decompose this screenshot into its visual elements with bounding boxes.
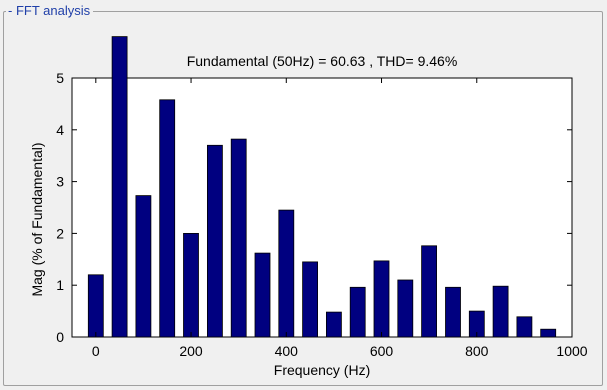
- y-tick-label: 5: [56, 70, 64, 86]
- x-tick-label: 0: [92, 343, 100, 359]
- bar-750hz: [445, 286, 461, 338]
- panel-title-text: FFT analysis: [15, 3, 91, 18]
- x-tick-label: 200: [179, 343, 203, 359]
- ticks-group: 0 200 400 600 800 1000 0 1 2 3 4 5: [56, 70, 588, 359]
- bar-500hz: [325, 311, 342, 338]
- y-tick-label: 3: [56, 174, 64, 190]
- bar-550hz: [349, 286, 366, 338]
- bar-300hz: [230, 138, 247, 338]
- bars-group: [87, 36, 557, 338]
- chart-title: Fundamental (50Hz) = 60.63 , THD= 9.46%: [187, 53, 458, 69]
- y-axis-label: Mag (% of Fundamental): [29, 142, 45, 296]
- bar-50hz: [111, 36, 128, 338]
- y-tick-label: 0: [56, 329, 64, 345]
- bar-400hz: [278, 209, 295, 338]
- x-tick-label: 400: [275, 343, 299, 359]
- fft-analysis-panel: [3, 11, 603, 386]
- x-axis-label: Frequency (Hz): [274, 362, 370, 378]
- bar-150hz: [159, 99, 176, 338]
- bar-900hz: [516, 316, 533, 338]
- bar-0hz: [87, 274, 104, 338]
- bar-950hz: [540, 328, 557, 338]
- x-tick-label: 800: [465, 343, 489, 359]
- bar-250hz: [206, 144, 223, 338]
- y-tick-label: 4: [56, 122, 64, 138]
- bar-650hz: [397, 279, 414, 338]
- bar-200hz: [183, 232, 199, 338]
- x-tick-label: 1000: [556, 343, 587, 359]
- x-tick-label: 600: [370, 343, 394, 359]
- plot-area: [71, 77, 573, 338]
- bar-850hz: [492, 285, 509, 338]
- bar-350hz: [254, 252, 271, 338]
- y-tick-label: 2: [56, 225, 64, 241]
- bar-700hz: [421, 245, 438, 338]
- bar-450hz: [302, 261, 319, 338]
- panel-title: - FFT analysis: [6, 3, 94, 18]
- bar-100hz: [135, 195, 152, 338]
- y-tick-label: 1: [56, 277, 64, 293]
- bar-600hz: [373, 260, 390, 338]
